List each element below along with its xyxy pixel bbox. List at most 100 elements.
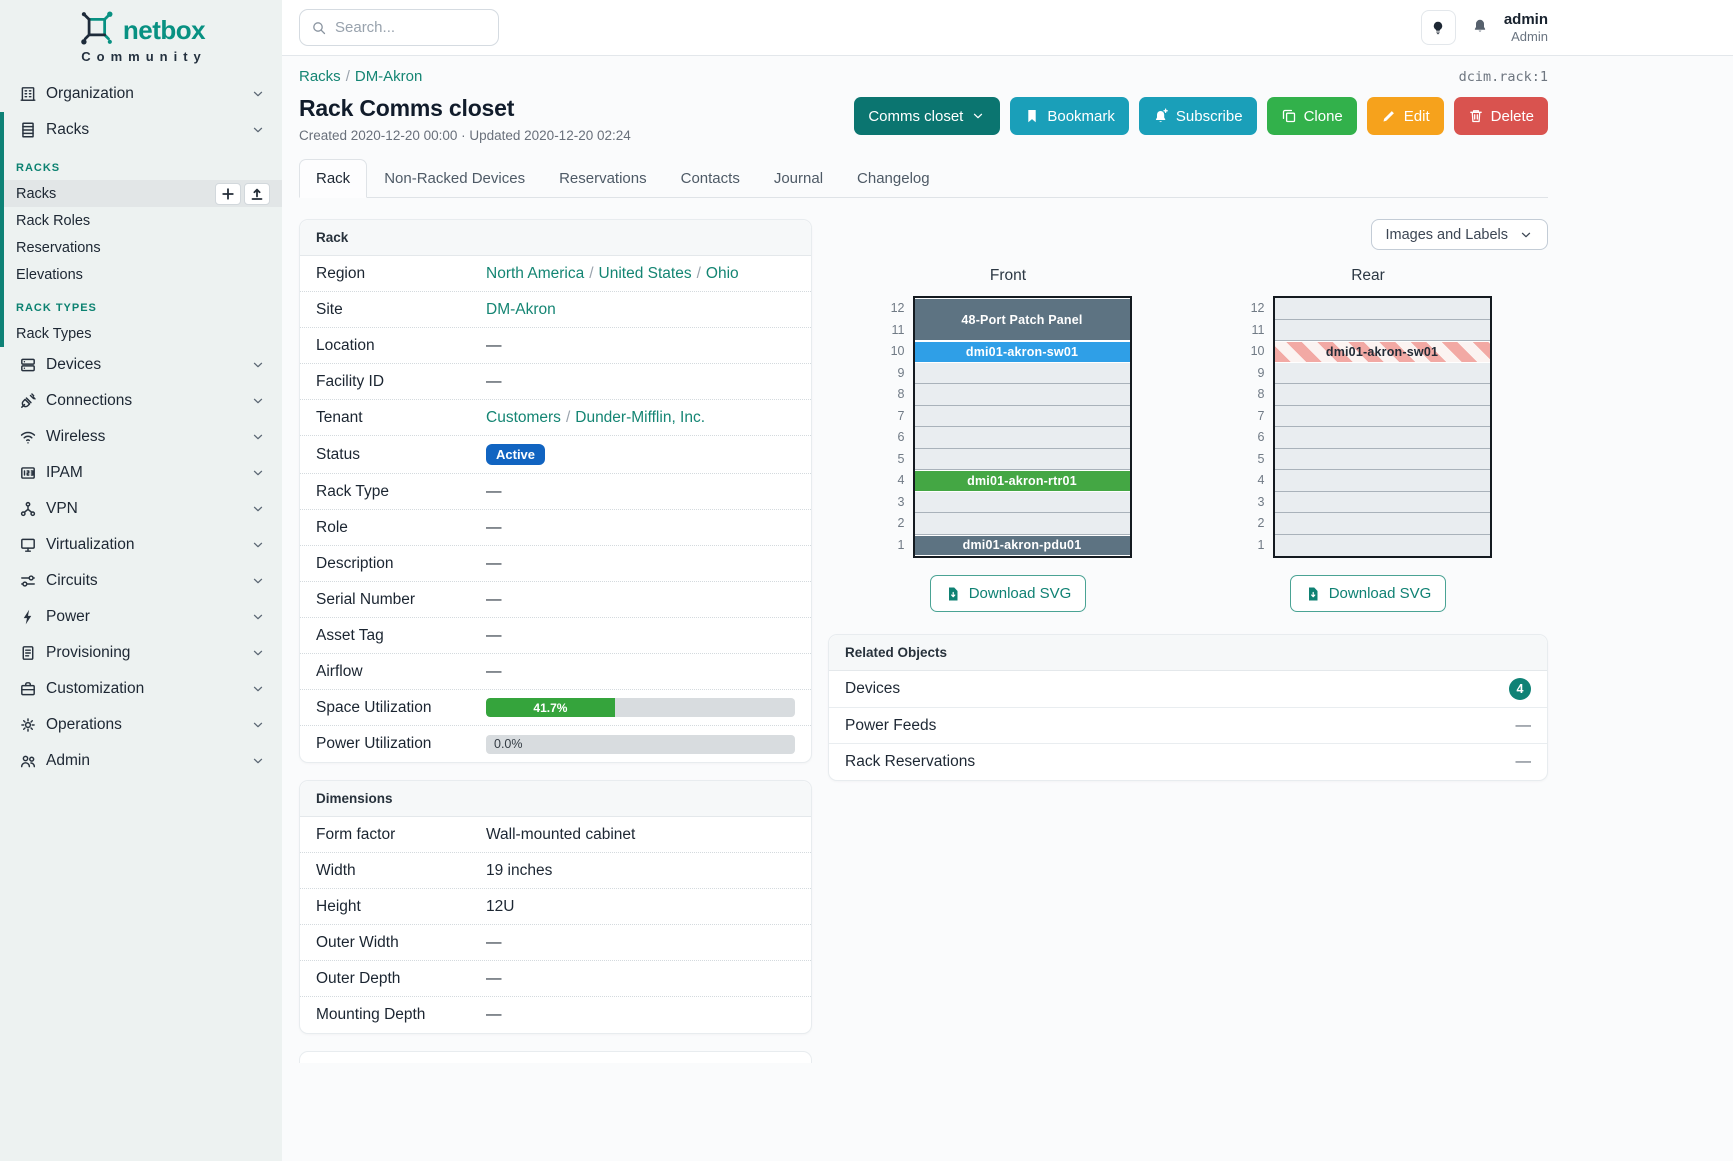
- rack-device[interactable]: dmi01-akron-sw01: [1274, 341, 1490, 363]
- field-rack-type: Rack Type —: [300, 474, 811, 510]
- chevron-down-icon: [250, 86, 266, 102]
- region-link[interactable]: Ohio: [705, 264, 739, 282]
- related-row-devices[interactable]: Devices 4: [829, 671, 1547, 708]
- chevron-down-icon: [250, 609, 266, 625]
- field-airflow: Airflow —: [300, 654, 811, 690]
- tenant-group-link[interactable]: Customers: [486, 408, 561, 426]
- rack-device[interactable]: dmi01-akron-sw01: [914, 341, 1130, 363]
- sidebar-subitem-elevations[interactable]: Elevations: [16, 266, 83, 283]
- sidebar-item-vpn[interactable]: VPN: [0, 491, 282, 527]
- field-mounting-depth: Mounting Depth —: [316, 1006, 502, 1023]
- unit-numbers: 12 11 10 9 8 7 6 5 4 3 2 1: [1245, 296, 1273, 558]
- chevron-down-icon: [250, 681, 266, 697]
- sidebar-expanded-section: Racks RACKS Racks Rack Roles Reservation…: [0, 112, 282, 347]
- rack-device[interactable]: dmi01-akron-rtr01: [914, 470, 1130, 492]
- delete-button[interactable]: Delete: [1453, 97, 1548, 135]
- sidebar-item-operations[interactable]: Operations: [0, 707, 282, 743]
- sidebar-subitem-racks[interactable]: Racks: [4, 180, 282, 207]
- field-outer-depth: Outer Depth —: [300, 961, 811, 997]
- unit-numbers: 12 11 10 9 8 7 6 5 4 3 2 1: [885, 296, 913, 558]
- tab-non-racked-devices[interactable]: Non-Racked Devices: [384, 170, 526, 187]
- rack-device[interactable]: 48-Port Patch Panel: [914, 298, 1130, 341]
- user-name: admin: [1503, 10, 1548, 28]
- tab-journal[interactable]: Journal: [773, 170, 824, 187]
- elevation-front: Front 12 11 10 9 8 7 6 5 4 3 2 1 48-Port Patch Pane…: [828, 267, 1188, 612]
- subscribe-button[interactable]: Subscribe: [1138, 97, 1257, 135]
- operations-icon: [19, 716, 37, 734]
- tab-rack[interactable]: Rack: [299, 159, 368, 198]
- sidebar-item-connections[interactable]: Connections: [0, 383, 282, 419]
- wireless-icon: [19, 428, 37, 446]
- sidebar-subitem-rack-roles[interactable]: Rack Roles: [16, 212, 91, 229]
- sidebar-subitem-rack-types[interactable]: Rack Types: [16, 325, 92, 342]
- power-utilization-bar: 0.0%: [486, 734, 795, 754]
- elevation-view-toggle[interactable]: Images and Labels: [1371, 219, 1548, 250]
- region-link[interactable]: North America: [486, 264, 585, 282]
- rack-unit-empty: [1274, 513, 1490, 535]
- region-link[interactable]: United States: [598, 264, 692, 282]
- unit-number: 3: [897, 494, 905, 509]
- user-menu[interactable]: admin Admin: [1504, 11, 1548, 45]
- download-svg-rear-button[interactable]: Download SVG: [1289, 575, 1447, 612]
- chevron-down-icon: [250, 357, 266, 373]
- breadcrumb: Racks / DM-Akron dcim.rack:1: [299, 68, 1548, 85]
- tab-reservations[interactable]: Reservations: [559, 170, 647, 187]
- sidebar-item-wireless[interactable]: Wireless: [0, 419, 282, 455]
- unit-number: 5: [1257, 451, 1265, 466]
- sidebar-item-ipam[interactable]: IPAM: [0, 455, 282, 491]
- brand-link[interactable]: netbox: [0, 9, 282, 51]
- action-buttons: Comms closet Bookmark Subscribe Clone: [854, 97, 1548, 135]
- sidebar-item-power[interactable]: Power: [0, 599, 282, 635]
- rack-unit-empty: [1274, 405, 1490, 427]
- lightbulb-icon: [1430, 20, 1446, 36]
- site-link[interactable]: DM-Akron: [486, 300, 556, 318]
- sidebar-item-provisioning[interactable]: Provisioning: [0, 635, 282, 671]
- status-badge: Active: [486, 444, 546, 465]
- dimensions-panel: Dimensions Form factor Wall-mounted cabi…: [299, 780, 812, 1034]
- next-panel-edge: [299, 1051, 812, 1063]
- unit-number: 7: [897, 408, 905, 423]
- breadcrumb-current-link[interactable]: DM-Akron: [354, 68, 423, 85]
- topbar: admin Admin: [282, 0, 1733, 56]
- rack-unit-empty: [914, 448, 1130, 470]
- sidebar-item-customization[interactable]: Customization: [0, 671, 282, 707]
- rack-panel-title: Rack: [300, 220, 811, 256]
- related-row-rack-reservations[interactable]: Rack Reservations —: [845, 753, 1531, 770]
- notifications-button[interactable]: [1469, 17, 1491, 39]
- tab-changelog[interactable]: Changelog: [857, 170, 930, 187]
- sidebar-item-organization[interactable]: Organization: [0, 76, 282, 112]
- sidebar-item-virtualization[interactable]: Virtualization: [0, 527, 282, 563]
- sidebar-item-circuits[interactable]: Circuits: [0, 563, 282, 599]
- search-input[interactable]: [335, 19, 475, 36]
- sidebar-item-admin[interactable]: Admin: [0, 743, 282, 779]
- breadcrumb-parent-link[interactable]: Racks: [299, 68, 341, 85]
- bookmark-button[interactable]: Bookmark: [1010, 97, 1129, 135]
- sidebar-subitem-reservations[interactable]: Reservations: [16, 239, 101, 256]
- field-tenant: Tenant Customers / Dunder-Mifflin, Inc.: [300, 400, 811, 436]
- field-serial-number: Serial Number —: [300, 582, 811, 618]
- related-row-power-feeds[interactable]: Power Feeds —: [829, 708, 1547, 744]
- unit-number: 8: [897, 387, 905, 401]
- bell-plus-icon: [1153, 108, 1169, 124]
- unit-number: 12: [1250, 301, 1265, 315]
- comms-closet-dropdown-button[interactable]: Comms closet: [854, 97, 1001, 135]
- search-icon: [311, 20, 327, 36]
- related-objects-panel: Related Objects Devices 4 Power Feeds — …: [828, 634, 1548, 781]
- field-site: Site DM-Akron: [300, 292, 811, 328]
- clone-button[interactable]: Clone: [1266, 97, 1357, 135]
- import-button[interactable]: [244, 182, 270, 205]
- edit-button[interactable]: Edit: [1366, 97, 1444, 135]
- add-button[interactable]: [215, 182, 241, 205]
- unit-number: 8: [1257, 387, 1265, 401]
- sidebar-item-racks[interactable]: Racks: [4, 112, 282, 148]
- rack-unit-empty: [1274, 298, 1490, 320]
- theme-toggle-button[interactable]: [1420, 10, 1456, 45]
- search-box[interactable]: [299, 9, 499, 46]
- rack-unit-empty: [1274, 319, 1490, 341]
- sidebar-item-devices[interactable]: Devices: [0, 347, 282, 383]
- rack-device[interactable]: dmi01-akron-pdu01: [914, 534, 1130, 556]
- download-svg-front-button[interactable]: Download SVG: [929, 575, 1087, 612]
- tab-contacts[interactable]: Contacts: [680, 170, 740, 187]
- dimensions-panel-title: Dimensions: [300, 781, 811, 817]
- tenant-link[interactable]: Dunder-Mifflin, Inc.: [575, 408, 706, 426]
